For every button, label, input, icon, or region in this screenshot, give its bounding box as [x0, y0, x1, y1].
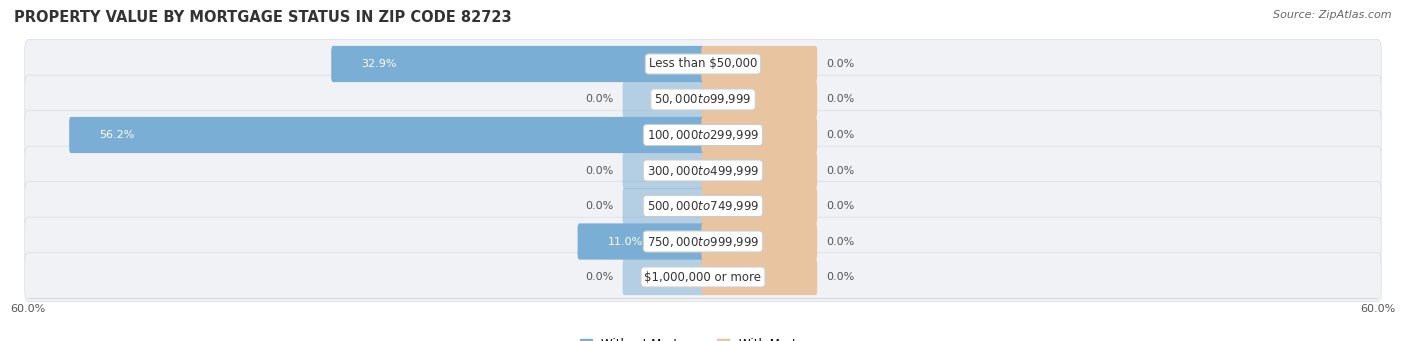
- FancyBboxPatch shape: [623, 188, 704, 224]
- FancyBboxPatch shape: [702, 152, 817, 189]
- Text: Less than $50,000: Less than $50,000: [648, 58, 758, 71]
- Text: 0.0%: 0.0%: [827, 165, 855, 176]
- Text: 0.0%: 0.0%: [827, 59, 855, 69]
- Text: 0.0%: 0.0%: [585, 272, 613, 282]
- FancyBboxPatch shape: [25, 217, 1381, 266]
- Text: 0.0%: 0.0%: [585, 201, 613, 211]
- Text: $300,000 to $499,999: $300,000 to $499,999: [647, 163, 759, 178]
- FancyBboxPatch shape: [332, 46, 704, 82]
- Text: PROPERTY VALUE BY MORTGAGE STATUS IN ZIP CODE 82723: PROPERTY VALUE BY MORTGAGE STATUS IN ZIP…: [14, 10, 512, 25]
- Text: $50,000 to $99,999: $50,000 to $99,999: [654, 92, 752, 106]
- Text: Source: ZipAtlas.com: Source: ZipAtlas.com: [1274, 10, 1392, 20]
- Text: $500,000 to $749,999: $500,000 to $749,999: [647, 199, 759, 213]
- Text: 32.9%: 32.9%: [361, 59, 396, 69]
- FancyBboxPatch shape: [623, 81, 704, 118]
- Text: 0.0%: 0.0%: [585, 94, 613, 104]
- Text: $750,000 to $999,999: $750,000 to $999,999: [647, 235, 759, 249]
- FancyBboxPatch shape: [25, 182, 1381, 230]
- FancyBboxPatch shape: [25, 75, 1381, 124]
- FancyBboxPatch shape: [623, 152, 704, 189]
- Text: 0.0%: 0.0%: [827, 94, 855, 104]
- FancyBboxPatch shape: [702, 188, 817, 224]
- Text: 0.0%: 0.0%: [827, 272, 855, 282]
- Text: 0.0%: 0.0%: [827, 130, 855, 140]
- FancyBboxPatch shape: [69, 117, 704, 153]
- Text: $100,000 to $299,999: $100,000 to $299,999: [647, 128, 759, 142]
- Text: 0.0%: 0.0%: [585, 165, 613, 176]
- FancyBboxPatch shape: [25, 111, 1381, 159]
- FancyBboxPatch shape: [578, 223, 704, 260]
- Text: 11.0%: 11.0%: [607, 237, 643, 247]
- Text: 0.0%: 0.0%: [827, 237, 855, 247]
- Text: 56.2%: 56.2%: [98, 130, 135, 140]
- Legend: Without Mortgage, With Mortgage: Without Mortgage, With Mortgage: [581, 338, 825, 341]
- FancyBboxPatch shape: [702, 117, 817, 153]
- FancyBboxPatch shape: [25, 146, 1381, 195]
- Text: $1,000,000 or more: $1,000,000 or more: [644, 270, 762, 283]
- FancyBboxPatch shape: [702, 223, 817, 260]
- FancyBboxPatch shape: [25, 253, 1381, 301]
- FancyBboxPatch shape: [702, 46, 817, 82]
- FancyBboxPatch shape: [25, 40, 1381, 88]
- FancyBboxPatch shape: [702, 81, 817, 118]
- Text: 0.0%: 0.0%: [827, 201, 855, 211]
- FancyBboxPatch shape: [623, 259, 704, 295]
- FancyBboxPatch shape: [702, 259, 817, 295]
